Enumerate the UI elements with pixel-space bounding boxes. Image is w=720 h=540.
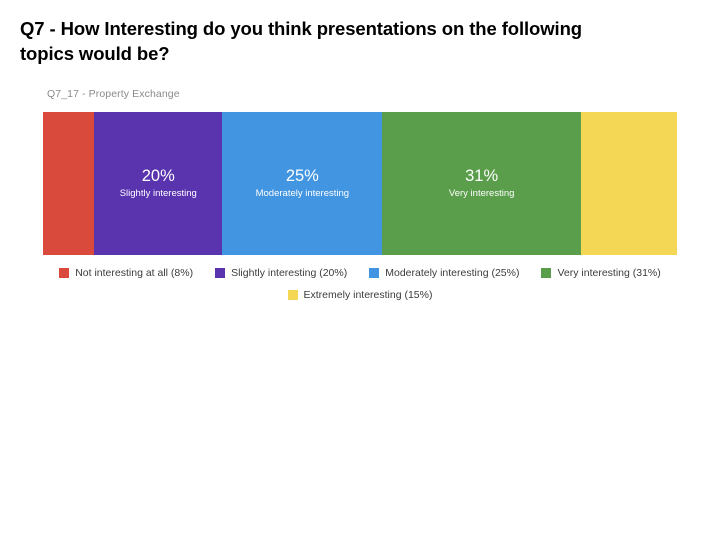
legend-label: Very interesting (31%): [557, 267, 661, 279]
chart-legend: Not interesting at all (8%) Slightly inte…: [43, 267, 677, 301]
legend-label: Not interesting at all (8%): [75, 267, 194, 279]
bar-segment-value: 20%: [141, 167, 175, 185]
legend-swatch-icon: [215, 268, 226, 278]
legend-swatch-icon: [369, 268, 380, 278]
legend-label: Extremely interesting (15%): [303, 289, 433, 301]
legend-swatch-icon: [59, 268, 70, 278]
bar-segment-value: 25%: [285, 167, 319, 185]
legend-item[interactable]: Extremely interesting (15%): [287, 289, 433, 301]
chart-title: Q7_17 - Property Exchange: [47, 88, 180, 100]
legend-label: Slightly interesting (20%): [231, 267, 348, 279]
legend-row: Not interesting at all (8%) Slightly inte…: [43, 267, 677, 279]
legend-item[interactable]: Very interesting (31%): [541, 267, 661, 279]
bar-segment-label: Moderately interesting: [255, 188, 350, 199]
bar-segment[interactable]: 20% Slightly interesting: [94, 112, 223, 255]
legend-swatch-icon: [541, 268, 552, 278]
bar-segment-value: 31%: [465, 167, 499, 185]
bar-segment[interactable]: [580, 112, 677, 255]
chart-container: Q7_17 - Property Exchange 20% Slightly in…: [43, 88, 677, 311]
bar-segment[interactable]: 31% Very interesting: [382, 112, 581, 255]
legend-item[interactable]: Moderately interesting (25%): [369, 267, 519, 279]
bar-segment[interactable]: 25% Moderately interesting: [222, 112, 383, 255]
legend-row: Extremely interesting (15%): [43, 289, 677, 301]
legend-item[interactable]: Not interesting at all (8%): [59, 267, 193, 279]
bar-segment-label: Very interesting: [448, 188, 515, 199]
legend-label: Moderately interesting (25%): [385, 267, 520, 279]
stacked-bar-chart: 20% Slightly interesting 25% Moderately int…: [43, 112, 677, 255]
legend-item[interactable]: Slightly interesting (20%): [215, 267, 347, 279]
legend-swatch-icon: [287, 290, 298, 300]
page-title: Q7 - How Interesting do you think presen…: [20, 18, 582, 64]
bar-segment-label: Slightly interesting: [119, 188, 197, 199]
bar-segment[interactable]: [43, 112, 95, 255]
